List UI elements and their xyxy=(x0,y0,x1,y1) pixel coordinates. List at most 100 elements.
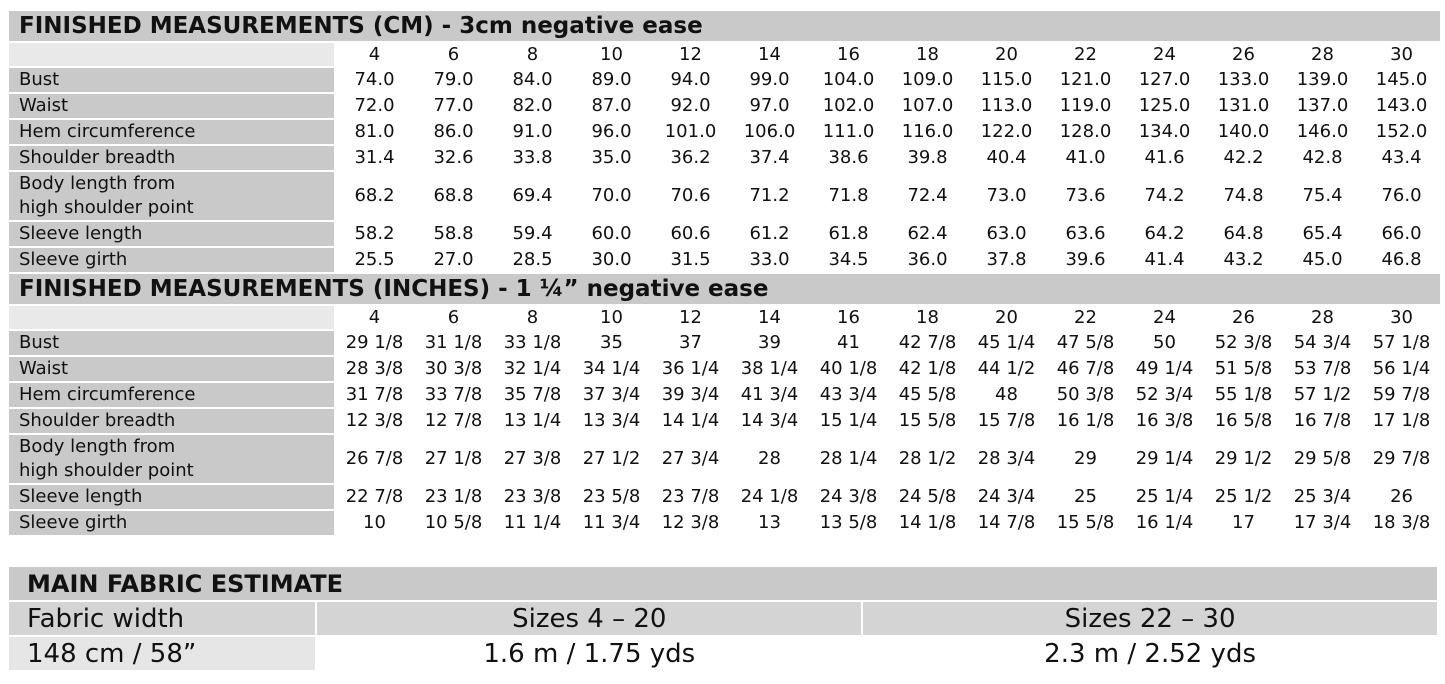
measurement-cell: 89.0 xyxy=(573,68,650,92)
measurement-cell: 48 xyxy=(968,383,1045,407)
measurement-cell: 64.8 xyxy=(1205,222,1282,246)
size-header: 26 xyxy=(1205,306,1282,329)
measurement-cell: 46.8 xyxy=(1363,248,1441,272)
measurement-cell: 92.0 xyxy=(652,94,729,118)
measurement-cell: 139.0 xyxy=(1284,68,1361,92)
measurement-cell: 24 5/8 xyxy=(889,485,966,509)
measurement-cell: 22 7/8 xyxy=(336,485,413,509)
measurement-cell: 17 3/4 xyxy=(1284,511,1361,535)
measurement-cell: 28 xyxy=(731,435,808,483)
measurement-cell: 49 1/4 xyxy=(1126,357,1203,381)
measurement-cell: 133.0 xyxy=(1205,68,1282,92)
measurement-cell: 30 3/8 xyxy=(415,357,492,381)
measurement-cell: 42.8 xyxy=(1284,146,1361,170)
measurement-cell: 42 1/8 xyxy=(889,357,966,381)
measurement-cell: 107.0 xyxy=(889,94,966,118)
measurement-cell: 51 5/8 xyxy=(1205,357,1282,381)
size-header: 6 xyxy=(415,306,492,329)
size-header: 20 xyxy=(968,43,1045,66)
measurement-cell: 137.0 xyxy=(1284,94,1361,118)
measurement-cell: 70.6 xyxy=(652,172,729,220)
measurement-cell: 41.4 xyxy=(1126,248,1203,272)
measurement-cell: 65.4 xyxy=(1284,222,1361,246)
measurement-cell: 87.0 xyxy=(573,94,650,118)
size-header: 30 xyxy=(1363,43,1441,66)
measurement-cell: 111.0 xyxy=(810,120,887,144)
measurement-cell: 131.0 xyxy=(1205,94,1282,118)
measurement-cell: 101.0 xyxy=(652,120,729,144)
size-header: 24 xyxy=(1126,43,1203,66)
measurement-cell: 39 xyxy=(731,331,808,355)
measurement-cell: 28.5 xyxy=(494,248,571,272)
inches-row-body-length: Body length from high shoulder point 26 7… xyxy=(9,435,1441,483)
measurement-cell: 86.0 xyxy=(415,120,492,144)
row-label: Sleeve length xyxy=(9,485,334,509)
measurement-cell: 69.4 xyxy=(494,172,571,220)
inches-size-header: 4 6 8 10 12 14 16 18 20 22 24 26 28 30 xyxy=(9,306,1441,329)
size-header: 12 xyxy=(652,306,729,329)
row-label-line1: Body length from xyxy=(19,173,176,194)
measurement-cell: 15 7/8 xyxy=(968,409,1045,433)
measurement-cell: 13 xyxy=(731,511,808,535)
measurement-cell: 50 xyxy=(1126,331,1203,355)
measurement-cell: 52 3/8 xyxy=(1205,331,1282,355)
cm-size-header: 4 6 8 10 12 14 16 18 20 22 24 26 28 30 xyxy=(9,43,1441,66)
measurement-cell: 99.0 xyxy=(731,68,808,92)
measurement-cell: 82.0 xyxy=(494,94,571,118)
measurement-cell: 29 1/8 xyxy=(336,331,413,355)
fabric-col-sizes-22-30: Sizes 22 – 30 xyxy=(863,602,1437,635)
measurement-cell: 60.6 xyxy=(652,222,729,246)
inches-row-bust: Bust 29 1/8 31 1/8 33 1/8 35 37 39 41 42 7/8 45 … xyxy=(9,331,1441,355)
measurement-cell: 24 3/8 xyxy=(810,485,887,509)
size-header: 28 xyxy=(1284,306,1361,329)
row-label: Bust xyxy=(9,331,334,355)
measurement-cell: 44 1/2 xyxy=(968,357,1045,381)
measurement-cell: 18 3/8 xyxy=(1363,511,1441,535)
inches-row-sleeve-length: Sleeve length 22 7/8 23 1/8 23 3/8 23 5/8 23… xyxy=(9,485,1441,509)
measurement-cell: 91.0 xyxy=(494,120,571,144)
measurement-cell: 25.5 xyxy=(336,248,413,272)
row-label: Shoulder breadth xyxy=(9,146,334,170)
measurement-cell: 58.2 xyxy=(336,222,413,246)
measurement-cell: 33.8 xyxy=(494,146,571,170)
measurement-cell: 31 1/8 xyxy=(415,331,492,355)
measurement-cell: 13 1/4 xyxy=(494,409,571,433)
measurement-cell: 41.0 xyxy=(1047,146,1124,170)
measurement-cell: 37.4 xyxy=(731,146,808,170)
measurement-cell: 61.2 xyxy=(731,222,808,246)
measurement-cell: 116.0 xyxy=(889,120,966,144)
measurement-cell: 26 xyxy=(1363,485,1441,509)
measurement-cell: 27 3/4 xyxy=(652,435,729,483)
measurement-cell: 28 3/4 xyxy=(968,435,1045,483)
fabric-estimate-table: MAIN FABRIC ESTIMATE Fabric width Sizes … xyxy=(7,565,1439,672)
cm-row-sleeve-girth: Sleeve girth 25.5 27.0 28.5 30.0 31.5 33.0 34.… xyxy=(9,248,1441,272)
measurement-cell: 17 1/8 xyxy=(1363,409,1441,433)
row-label: Sleeve girth xyxy=(9,511,334,535)
measurement-cell: 115.0 xyxy=(968,68,1045,92)
measurement-cell: 29 7/8 xyxy=(1363,435,1441,483)
measurement-cell: 121.0 xyxy=(1047,68,1124,92)
measurement-cell: 15 5/8 xyxy=(889,409,966,433)
measurement-cell: 34 1/4 xyxy=(573,357,650,381)
measurement-cell: 43 3/4 xyxy=(810,383,887,407)
measurement-cell: 54 3/4 xyxy=(1284,331,1361,355)
measurement-cell: 16 1/8 xyxy=(1047,409,1124,433)
measurement-cell: 39 3/4 xyxy=(652,383,729,407)
measurement-cell: 74.8 xyxy=(1205,172,1282,220)
measurement-cell: 31 7/8 xyxy=(336,383,413,407)
measurement-cell: 27 1/8 xyxy=(415,435,492,483)
measurement-cell: 29 1/4 xyxy=(1126,435,1203,483)
measurement-cell: 16 3/8 xyxy=(1126,409,1203,433)
measurement-cell: 10 xyxy=(336,511,413,535)
measurement-cell: 13 5/8 xyxy=(810,511,887,535)
size-header: 16 xyxy=(810,43,887,66)
measurement-cell: 12 7/8 xyxy=(415,409,492,433)
measurement-cell: 29 1/2 xyxy=(1205,435,1282,483)
size-header: 26 xyxy=(1205,43,1282,66)
measurement-cell: 30.0 xyxy=(573,248,650,272)
measurement-cell: 70.0 xyxy=(573,172,650,220)
row-label-line2: high shoulder point xyxy=(19,460,194,481)
measurement-cell: 41 xyxy=(810,331,887,355)
measurement-cell: 55 1/8 xyxy=(1205,383,1282,407)
header-corner xyxy=(9,43,334,66)
